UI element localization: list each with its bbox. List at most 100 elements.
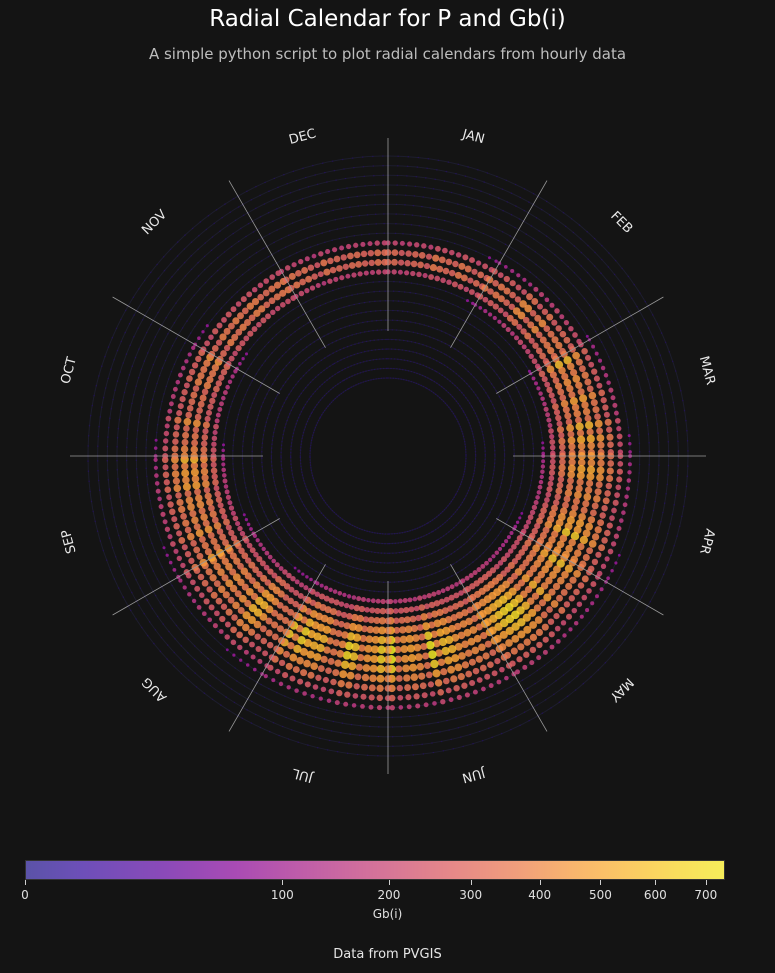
data-point: [239, 504, 242, 506]
data-point: [345, 681, 353, 689]
data-point: [165, 415, 172, 422]
data-point: [242, 623, 250, 632]
data-point: [404, 330, 406, 332]
data-point: [491, 736, 494, 739]
data-point: [303, 505, 306, 507]
data-point: [238, 361, 242, 366]
data-point: [374, 607, 381, 614]
data-point: [420, 384, 423, 387]
data-point: [359, 361, 362, 364]
data-point: [317, 507, 319, 510]
data-point: [340, 359, 342, 361]
data-point: [235, 521, 241, 527]
data-point: [157, 531, 160, 534]
data-point: [338, 601, 345, 607]
data-point: [412, 588, 414, 591]
data-point: [270, 455, 273, 457]
data-point: [380, 377, 383, 380]
data-point: [465, 299, 470, 303]
data-point: [440, 668, 448, 676]
data-point: [422, 196, 425, 198]
data-point: [276, 229, 278, 231]
data-point: [301, 198, 304, 200]
data-point: [292, 600, 299, 608]
data-point: [472, 561, 474, 563]
colorbar-tick: [388, 880, 390, 885]
data-point: [407, 155, 410, 158]
data-point: [471, 503, 474, 506]
data-point: [380, 598, 386, 605]
data-point: [532, 238, 535, 240]
data-point: [255, 692, 258, 694]
data-point: [432, 188, 435, 190]
data-point: [398, 249, 405, 257]
data-point: [497, 560, 504, 566]
data-point: [418, 342, 420, 345]
data-point: [294, 508, 297, 511]
data-point: [358, 527, 361, 530]
data-point: [319, 417, 321, 419]
data-point: [577, 542, 585, 551]
data-point: [121, 400, 124, 403]
data-point: [252, 475, 255, 478]
data-point: [205, 228, 208, 231]
data-point: [218, 374, 225, 381]
data-point: [514, 183, 517, 186]
data-point: [526, 386, 529, 389]
data-point: [286, 560, 289, 563]
data-point: [251, 286, 258, 293]
data-point: [502, 209, 505, 212]
data-point: [344, 326, 346, 328]
data-point: [397, 694, 404, 701]
data-point: [273, 322, 276, 325]
data-point: [494, 356, 497, 359]
data-point: [122, 362, 124, 364]
data-point: [324, 541, 327, 544]
data-point: [410, 360, 412, 363]
data-point: [352, 385, 355, 387]
data-point: [188, 368, 196, 376]
data-point: [251, 700, 253, 703]
data-point: [539, 426, 542, 429]
data-point: [487, 363, 489, 365]
data-point: [614, 492, 620, 498]
data-point: [306, 401, 309, 403]
data-point: [254, 264, 256, 267]
data-point: [474, 455, 477, 457]
data-point: [160, 636, 163, 639]
data-point: [110, 408, 113, 410]
data-point: [347, 335, 350, 338]
data-point: [392, 755, 394, 757]
data-point: [191, 432, 199, 440]
data-point: [244, 319, 251, 326]
data-point: [557, 476, 565, 483]
data-point: [120, 340, 122, 343]
data-point: [401, 571, 403, 573]
data-point: [654, 569, 656, 572]
data-point: [338, 198, 341, 200]
data-point: [275, 514, 278, 517]
data-point: [630, 392, 633, 394]
data-point: [376, 684, 384, 692]
data-point: [563, 303, 566, 306]
data-point: [568, 458, 576, 466]
data-point: [657, 560, 660, 563]
data-point: [232, 573, 241, 582]
data-point: [337, 571, 340, 573]
data-point: [538, 599, 547, 607]
data-point: [423, 186, 426, 189]
data-point: [508, 303, 515, 310]
data-point: [325, 530, 327, 532]
data-point: [427, 522, 429, 524]
data-point: [546, 486, 553, 493]
data-point: [158, 328, 161, 330]
data-point: [421, 205, 423, 208]
data-point: [579, 535, 589, 545]
data-point: [246, 542, 253, 549]
data-point: [302, 431, 305, 434]
data-point: [597, 655, 600, 657]
data-point: [189, 510, 197, 518]
data-point: [318, 223, 321, 225]
data-point: [95, 384, 98, 387]
data-point: [265, 534, 267, 536]
